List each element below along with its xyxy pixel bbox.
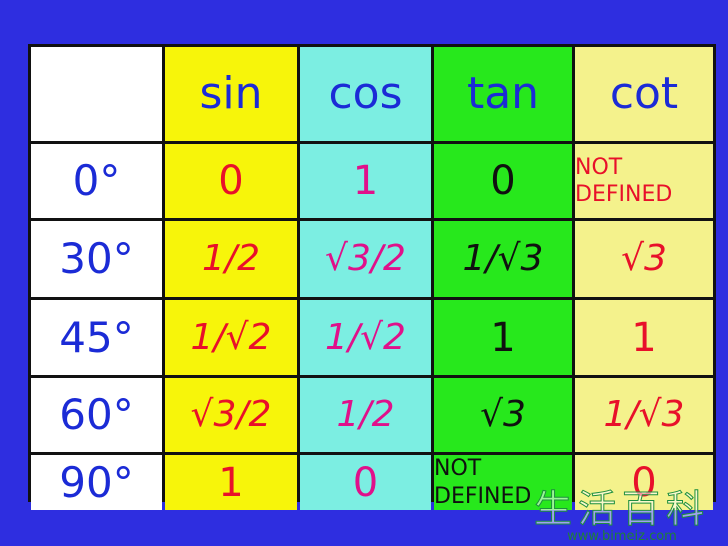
tan-0: 0 [434, 144, 572, 218]
header-cos: cos [300, 47, 431, 141]
cot-90: 0 [575, 455, 713, 510]
trig-table: sin cos tan cot 0° 0 1 0 NOT DEFINED 30°… [28, 44, 716, 510]
header-tan: tan [434, 47, 572, 141]
sin-45: 1/√2 [165, 300, 297, 375]
cos-0: 1 [300, 144, 431, 218]
watermark-url: www.bimeiz.com [567, 529, 677, 544]
cos-45: 1/√2 [300, 300, 431, 375]
cos-60: 1/2 [300, 378, 431, 452]
sin-0: 0 [165, 144, 297, 218]
sin-30: 1/2 [165, 221, 297, 297]
angle-60: 60° [31, 378, 162, 452]
cot-0-not-defined: NOT DEFINED [575, 144, 713, 218]
trig-grid: sin cos tan cot 0° 0 1 0 NOT DEFINED 30°… [31, 47, 713, 510]
watermark-chinese-text: 生活百科 [533, 487, 710, 532]
angle-30: 30° [31, 221, 162, 297]
angle-45: 45° [31, 300, 162, 375]
sin-60: √3/2 [165, 378, 297, 452]
header-cot: cot [575, 47, 713, 141]
cot-45: 1 [575, 300, 713, 375]
cot-60: 1/√3 [575, 378, 713, 452]
tan-30: 1/√3 [434, 221, 572, 297]
cos-30: √3/2 [300, 221, 431, 297]
tan-60: √3 [434, 378, 572, 452]
tan-90-not-defined: NOT DEFINED [434, 455, 572, 510]
cos-90: 0 [300, 455, 431, 510]
header-corner-cell [31, 47, 162, 141]
angle-0: 0° [31, 144, 162, 218]
tan-45: 1 [434, 300, 572, 375]
sin-90: 1 [165, 455, 297, 510]
cot-30: √3 [575, 221, 713, 297]
header-sin: sin [165, 47, 297, 141]
site-watermark: 生活百科 www.bimeiz.com [524, 482, 720, 545]
angle-90: 90° [31, 455, 162, 510]
